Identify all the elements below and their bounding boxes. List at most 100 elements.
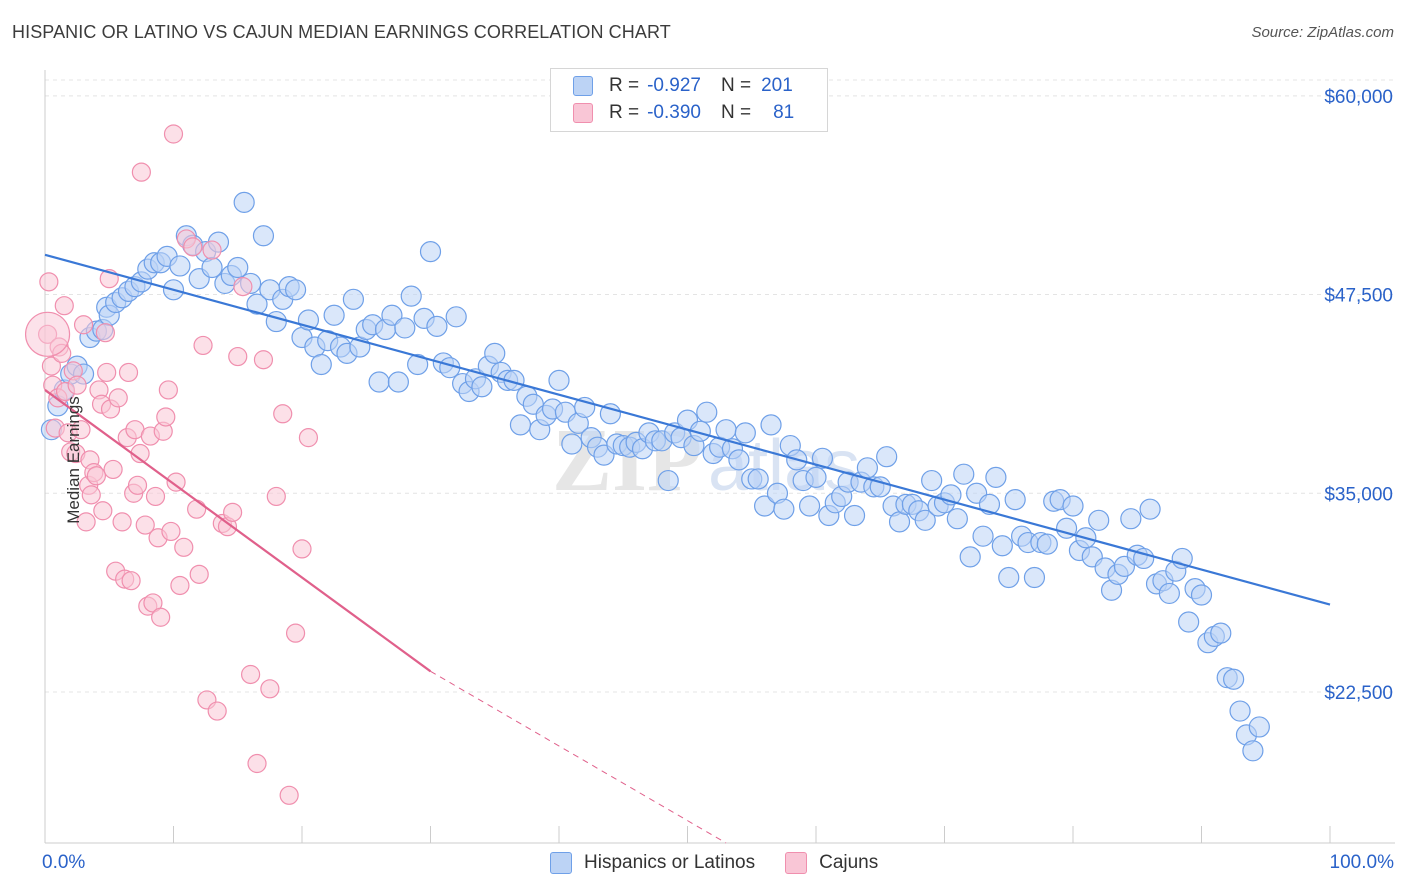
hispanic-point [407, 353, 429, 376]
cajun-point [260, 679, 280, 699]
series-label-cajun: Cajuns [819, 852, 879, 873]
legend-r-label: R = [609, 75, 640, 96]
hispanic-point [805, 466, 827, 488]
hispanic-point [856, 457, 879, 479]
cajun-point [163, 124, 184, 144]
cajun-point [95, 323, 115, 343]
legend-r-value: -0.927 [647, 75, 701, 96]
legend-n-label: N = [720, 75, 752, 96]
cajun-point [228, 346, 248, 367]
cajun-point [67, 375, 87, 395]
cajun-point [81, 485, 101, 505]
hispanic-point [1229, 700, 1251, 722]
hispanic-point [1120, 508, 1142, 530]
hispanic-trendline [44, 253, 1331, 606]
cajun-point [193, 335, 213, 356]
legend-n-label: N = [720, 102, 752, 123]
hispanic-point [561, 433, 583, 455]
hispanic-point [972, 525, 994, 547]
hispanic-point [387, 371, 409, 393]
cajun-point [73, 315, 94, 335]
cajun-point [158, 380, 178, 400]
legend-n-value: 81 [773, 102, 795, 123]
cajun-point [266, 486, 286, 507]
cajun-point [54, 296, 74, 316]
hispanic-point [747, 468, 769, 490]
hispanic-point [715, 419, 737, 441]
legend-row-cajun: R = -0.390 N = 81 [573, 100, 794, 126]
y-tick-label: $22,500 [1324, 683, 1393, 704]
hispanic-point [284, 279, 307, 301]
correlation-legend: R = -0.927 N = 201 R = -0.390 N = 81 [550, 68, 828, 132]
cajun-point [103, 459, 123, 480]
cajun-point [97, 362, 117, 383]
hispanic-point [599, 403, 622, 425]
hispanic-point [323, 304, 345, 326]
hispanic-point [400, 285, 422, 307]
cajun-point [170, 575, 190, 596]
hispanic-point [959, 546, 981, 568]
cajun-point [41, 356, 62, 376]
hispanic-point [728, 449, 750, 471]
hispanic-point [252, 225, 275, 247]
hispanic-point [773, 498, 795, 520]
hispanic-point [233, 191, 255, 213]
series-swatch-hispanic [550, 852, 572, 874]
hispanic-point [201, 256, 223, 279]
hispanic-point [548, 369, 570, 391]
cajun-point [202, 240, 222, 260]
cajun-point [247, 753, 267, 774]
cajun-point [118, 362, 139, 383]
hispanic-point [265, 310, 287, 333]
hispanic-point [1242, 740, 1264, 762]
cajun-point [127, 475, 148, 495]
cajun-point [131, 162, 151, 182]
hispanic-point [310, 353, 332, 376]
y-axis-label: Median Earnings [63, 396, 83, 524]
y-tick-label: $60,000 [1324, 87, 1393, 108]
legend-swatch-cajun [573, 103, 593, 123]
cajun-point [156, 407, 176, 427]
chart-title: HISPANIC OR LATINO VS CAJUN MEDIAN EARNI… [12, 22, 671, 42]
hispanic-point [1139, 498, 1161, 520]
cajun-point [253, 350, 274, 370]
hispanic-point [227, 256, 249, 279]
cajun-point [223, 502, 243, 522]
series-legend-hispanic[interactable]: Hispanics or Latinos [550, 852, 755, 874]
hispanic-point [760, 414, 782, 436]
hispanic-point [1004, 489, 1026, 511]
hispanic-point [471, 376, 493, 398]
cajun-point [161, 521, 181, 542]
hispanic-point [991, 535, 1013, 557]
hispanic-point [169, 255, 191, 277]
series-swatch-cajun [785, 852, 808, 874]
hispanic-point [1190, 584, 1213, 606]
hispanic-point [445, 306, 467, 328]
cajun-trendline [44, 389, 432, 673]
hispanic-point [1088, 509, 1110, 531]
series-legend-cajun[interactable]: Cajuns [785, 852, 878, 874]
hispanic-point [1223, 668, 1245, 690]
cajun-point [145, 486, 166, 507]
hispanic-point [484, 342, 506, 364]
cajun-point [86, 466, 107, 486]
hispanic-point [914, 509, 936, 531]
hispanic-point [419, 241, 442, 263]
cajun-point [292, 539, 312, 559]
hispanic-point [998, 566, 1020, 589]
series-legend: Hispanics or Latinos Cajuns [550, 852, 908, 874]
legend-n-value: 201 [761, 75, 793, 96]
hispanic-point [921, 469, 943, 492]
cajun-point [151, 607, 171, 627]
cajun-point [279, 785, 299, 805]
hispanic-point [1158, 582, 1180, 605]
hispanic-point [368, 371, 390, 393]
cajun-point [166, 472, 186, 492]
hispanic-point [1210, 622, 1232, 644]
hispanic-point [1023, 566, 1046, 589]
hispanic-point [811, 447, 834, 469]
hispanic-point [1248, 716, 1270, 738]
x-axis-max-label: 100.0% [1329, 852, 1394, 873]
legend-swatch-hispanic [573, 76, 593, 96]
